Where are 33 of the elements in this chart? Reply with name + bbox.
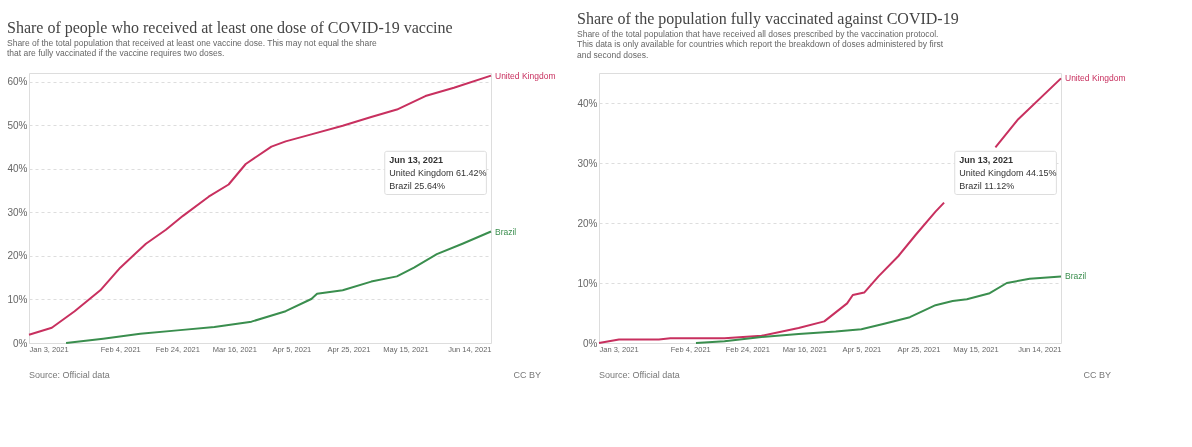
annotation: Jun 13, 2021 <box>959 155 1013 166</box>
y-tick-label: 30% <box>577 157 598 169</box>
y-tick-label: 0% <box>583 337 598 349</box>
annotation: Brazil 11.12% <box>959 181 1015 192</box>
text: CC BY <box>513 370 541 380</box>
series-label: Brazil <box>1065 271 1087 282</box>
source-note: Source: Official data <box>29 370 110 380</box>
y-tick-label: 30% <box>7 206 28 218</box>
chart-title: Share of people who received at least one dose of COVID-19 vaccine <box>6 18 453 37</box>
y-tick-label: 40% <box>7 163 28 175</box>
annotation: United Kingdom 61.42% <box>389 168 487 179</box>
annotation: Jun 13, 2021 <box>389 155 443 166</box>
text: CC BY <box>1083 370 1111 380</box>
series-label: Brazil <box>495 226 517 237</box>
y-tick-label: 20% <box>577 217 598 229</box>
annotation: Brazil 25.64% <box>389 181 445 192</box>
y-tick-label: 10% <box>577 277 598 289</box>
line-series <box>65 230 492 344</box>
y-tick-label: 20% <box>7 250 28 262</box>
line-series <box>694 275 1062 344</box>
source-note: Source: Official data <box>599 370 680 380</box>
y-tick-label: 0% <box>13 337 28 349</box>
line-series <box>28 74 492 336</box>
series-label: United Kingdom <box>495 70 556 81</box>
y-tick-label: 50% <box>7 119 28 131</box>
chart-subtitle: Share of the total population that have received all doses prescribed by the vaccination protocol. This data is only available for countries which report the breakdown of doses administered by first and second doses. <box>576 28 944 60</box>
y-tick-label: 10% <box>7 293 28 305</box>
y-tick-label: 60% <box>7 76 28 88</box>
series-label: United Kingdom <box>1065 73 1126 84</box>
y-tick-label: 40% <box>577 97 598 109</box>
chart-subtitle: Share of the total population that received at least one vaccine dose. This may not equal the share that are fully vaccinated if the vaccine requires two doses. <box>6 37 378 59</box>
annotation: United Kingdom 44.15% <box>959 168 1057 179</box>
chart-title: Share of the population fully vaccinated against COVID-19 <box>576 9 959 28</box>
